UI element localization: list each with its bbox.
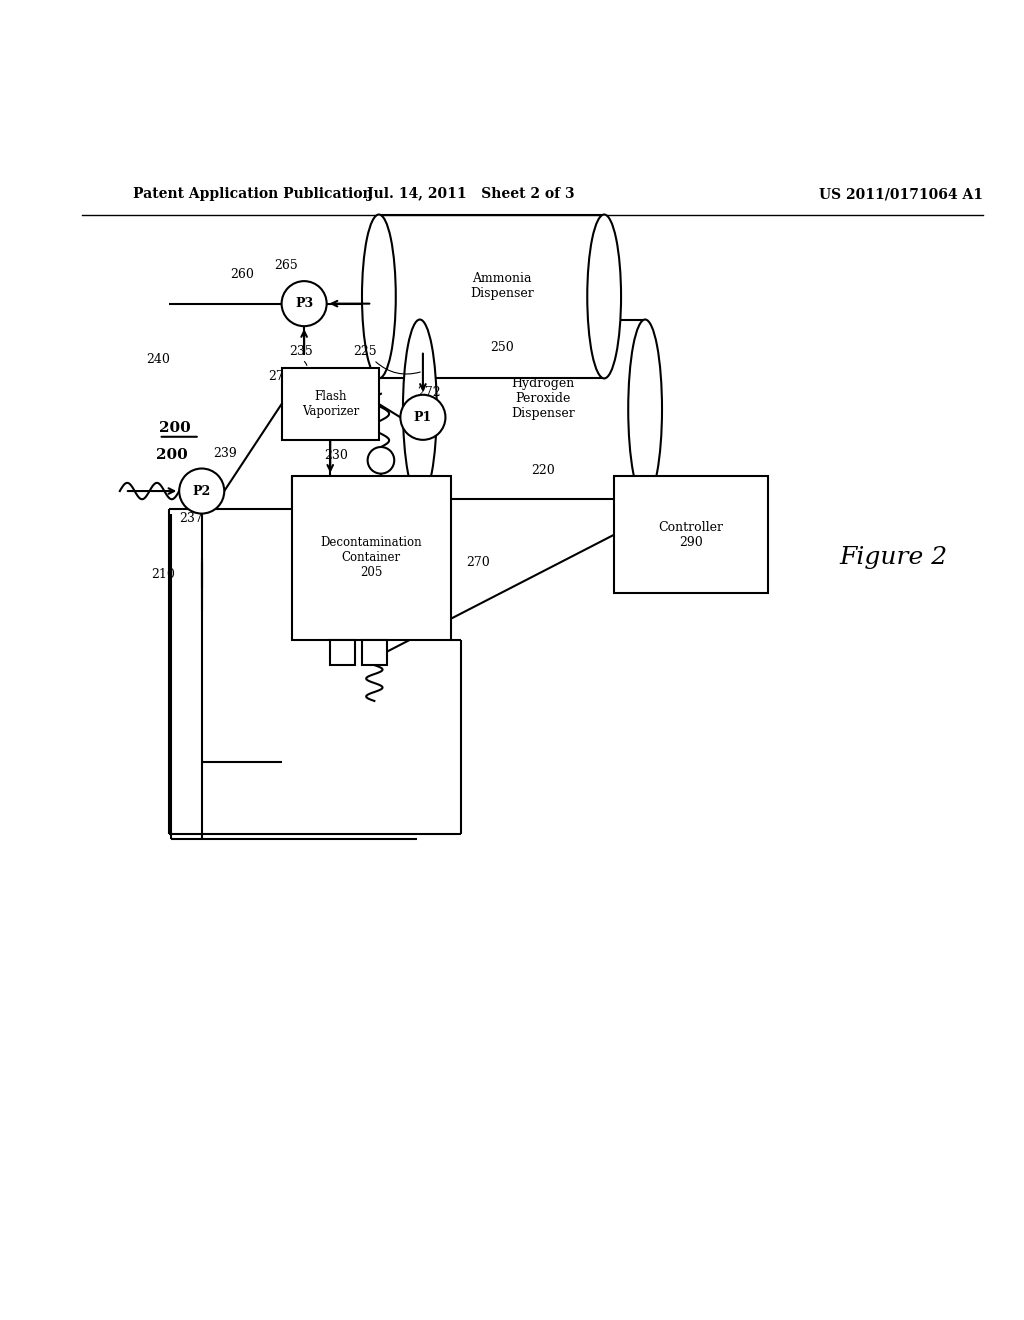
Text: 250: 250 — [489, 341, 514, 354]
Text: Controller
290: Controller 290 — [658, 520, 724, 549]
FancyBboxPatch shape — [362, 639, 387, 665]
Text: 237: 237 — [179, 512, 203, 525]
Text: Hydrogen
Peroxide
Dispenser: Hydrogen Peroxide Dispenser — [511, 378, 574, 420]
Circle shape — [179, 469, 224, 513]
Text: 225: 225 — [353, 345, 377, 358]
Text: P1: P1 — [414, 411, 432, 424]
Text: 265: 265 — [274, 259, 298, 272]
Circle shape — [400, 395, 445, 440]
Text: P2: P2 — [193, 484, 211, 498]
Ellipse shape — [362, 215, 395, 379]
Text: 230: 230 — [325, 449, 348, 462]
Ellipse shape — [629, 319, 662, 499]
FancyBboxPatch shape — [282, 368, 379, 440]
Ellipse shape — [403, 319, 437, 499]
Text: US 2011/0171064 A1: US 2011/0171064 A1 — [819, 187, 983, 201]
FancyBboxPatch shape — [331, 639, 355, 665]
Text: 210: 210 — [152, 568, 175, 581]
Circle shape — [368, 447, 394, 474]
Text: Jul. 14, 2011   Sheet 2 of 3: Jul. 14, 2011 Sheet 2 of 3 — [368, 187, 574, 201]
Text: 200: 200 — [156, 449, 187, 462]
Text: P3: P3 — [295, 297, 313, 310]
Text: 272: 272 — [417, 385, 440, 399]
FancyBboxPatch shape — [420, 319, 645, 499]
Text: 239: 239 — [213, 447, 237, 461]
Ellipse shape — [588, 215, 621, 379]
Circle shape — [282, 281, 327, 326]
FancyBboxPatch shape — [379, 215, 604, 379]
Text: Figure 2: Figure 2 — [840, 546, 948, 569]
Text: 220: 220 — [530, 465, 555, 477]
Text: Decontamination
Container
205: Decontamination Container 205 — [321, 536, 422, 579]
FancyBboxPatch shape — [614, 475, 768, 594]
Text: Patent Application Publication: Patent Application Publication — [133, 187, 373, 201]
FancyBboxPatch shape — [292, 475, 451, 639]
Text: Flash
Vaporizer: Flash Vaporizer — [302, 389, 358, 418]
Text: 240: 240 — [146, 352, 170, 366]
Text: Ammonia
Dispenser: Ammonia Dispenser — [470, 272, 534, 300]
Text: 200: 200 — [159, 421, 190, 434]
Text: 260: 260 — [230, 268, 254, 281]
Text: 270: 270 — [466, 556, 489, 569]
Text: 274: 274 — [268, 371, 292, 383]
Text: 235: 235 — [289, 345, 312, 358]
